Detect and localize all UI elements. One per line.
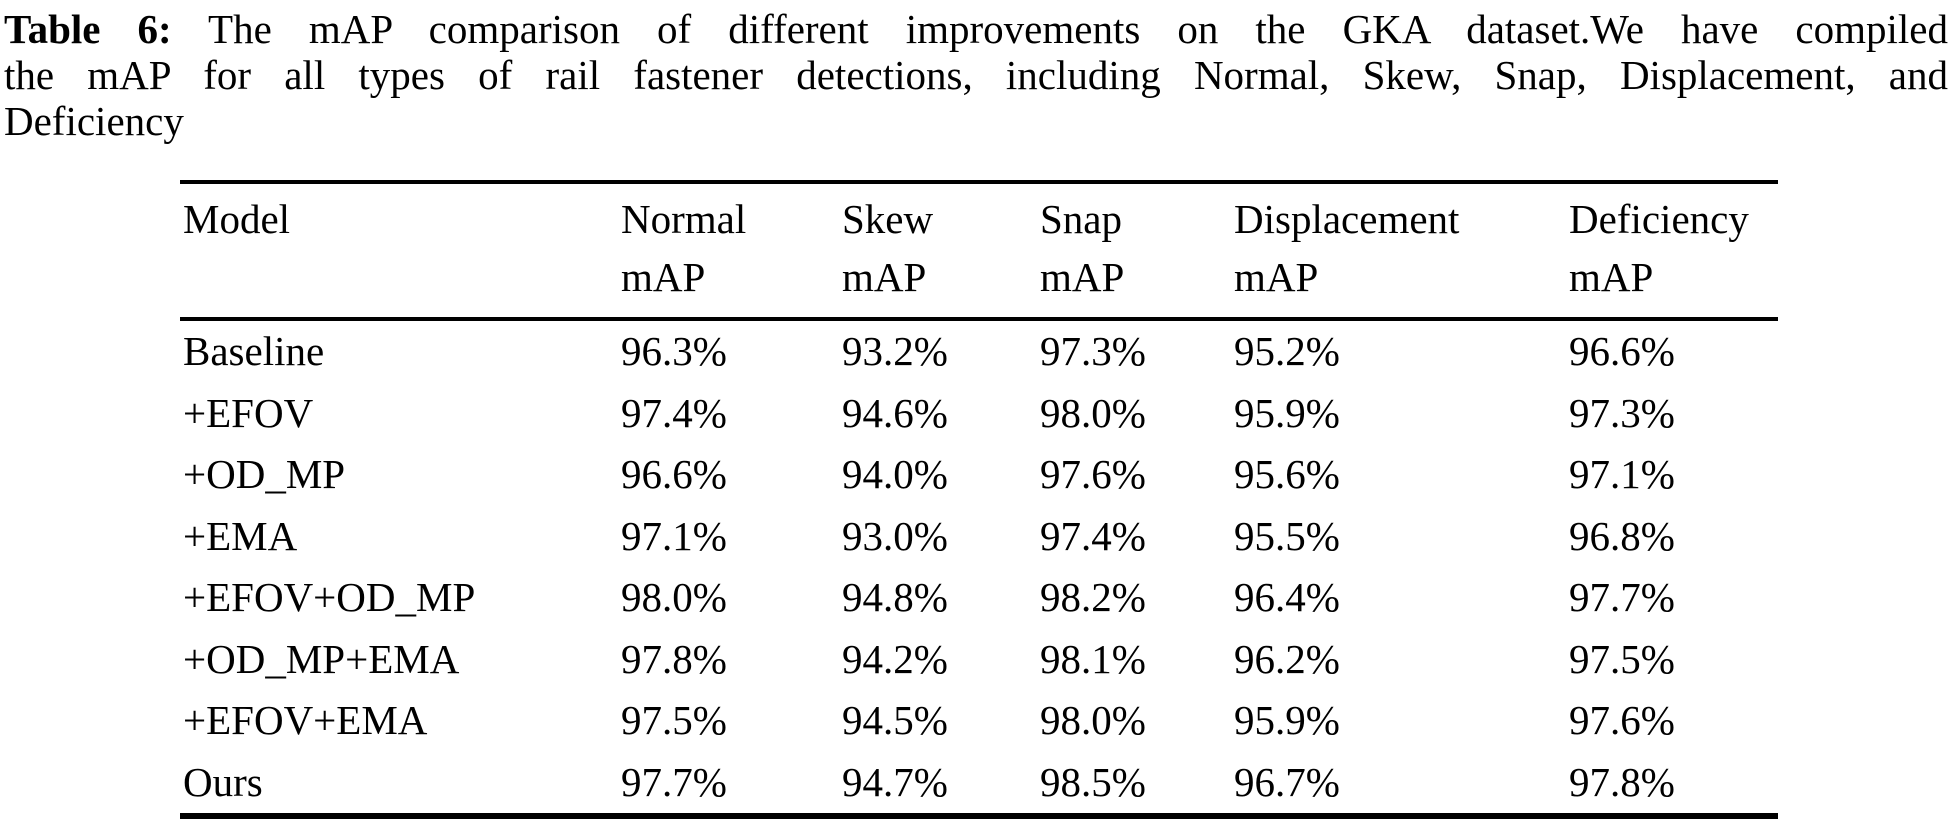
caption-line-1-text: The mAP comparison of different improvem… [208, 6, 1948, 52]
map-value-cell: 95.5% [1234, 512, 1340, 559]
map-value-cell: 98.0% [621, 574, 727, 620]
map-value-cell: 94.5% [842, 697, 948, 743]
map-value-cell: 95.6% [1234, 451, 1340, 497]
map-value-cell: 97.3% [1569, 389, 1675, 436]
header-row: Model Normal mAP Skew mAP Snap mAP Displ… [180, 182, 1778, 319]
caption-line-1: Table 6: The mAP comparison of different… [4, 6, 1948, 52]
table-row: +EMA 97.1% 93.0% 97.4% 95.5% 96.8% [180, 506, 1778, 568]
column-header-model: Model [180, 182, 621, 319]
map-value-cell: 97.4% [621, 389, 727, 436]
column-subtitle: mAP [621, 254, 706, 300]
column-title: Normal [621, 196, 747, 242]
column-title: Snap [1040, 196, 1122, 242]
map-value-cell: 97.7% [621, 758, 727, 805]
map-value-cell: 97.7% [1569, 574, 1675, 620]
column-header-skew-map: Skew mAP [842, 182, 1040, 319]
map-value-cell: 97.6% [1569, 697, 1675, 743]
column-header-snap-map: Snap mAP [1040, 182, 1234, 319]
table-row: Baseline 96.3% 93.2% 97.3% 95.2% 96.6% [180, 319, 1778, 383]
map-value-cell: 97.8% [1569, 758, 1675, 805]
map-value-cell: 96.8% [1569, 512, 1675, 559]
map-value-cell: 96.3% [621, 328, 727, 374]
map-value-cell: 98.1% [1040, 635, 1146, 682]
column-subtitle: mAP [1234, 254, 1319, 300]
caption-line-2: the mAP for all types of rail fastener d… [4, 52, 1948, 98]
map-value-cell: 97.1% [621, 512, 727, 559]
column-title: Model [183, 196, 291, 242]
model-name-cell: +EFOV+EMA [183, 697, 428, 743]
table-row: +EFOV 97.4% 94.6% 98.0% 95.9% 97.3% [180, 383, 1778, 445]
column-header-normal-map: Normal mAP [621, 182, 842, 319]
table-row: Ours 97.7% 94.7% 98.5% 96.7% 97.8% [180, 752, 1778, 817]
column-header-deficiency-map: Deficiency mAP [1569, 182, 1778, 319]
caption-line-3: Deficiency [4, 98, 184, 144]
map-value-cell: 96.6% [621, 451, 727, 497]
map-value-cell: 98.5% [1040, 758, 1146, 805]
map-value-cell: 96.2% [1234, 635, 1340, 682]
map-value-cell: 94.2% [842, 635, 948, 682]
map-value-cell: 97.8% [621, 635, 727, 682]
map-value-cell: 96.6% [1569, 328, 1675, 374]
caption-label: Table 6: [4, 6, 172, 52]
model-name-cell: +OD_MP [183, 451, 346, 497]
map-value-cell: 93.2% [842, 328, 948, 374]
table-row: +EFOV+EMA 97.5% 94.5% 98.0% 95.9% 97.6% [180, 690, 1778, 752]
map-value-cell: 95.2% [1234, 328, 1340, 374]
map-value-cell: 93.0% [842, 512, 948, 559]
map-value-cell: 97.5% [621, 697, 727, 743]
map-value-cell: 95.9% [1234, 697, 1340, 743]
model-name-cell: +EMA [183, 512, 298, 559]
map-value-cell: 95.9% [1234, 389, 1340, 436]
table-row: +OD_MP+EMA 97.8% 94.2% 98.1% 96.2% 97.5% [180, 629, 1778, 691]
map-value-cell: 96.4% [1234, 574, 1340, 620]
map-value-cell: 97.4% [1040, 512, 1146, 559]
map-value-cell: 94.6% [842, 389, 948, 436]
model-name-cell: +OD_MP+EMA [183, 635, 460, 682]
table-row: +EFOV+OD_MP 98.0% 94.8% 98.2% 96.4% 97.7… [180, 567, 1778, 629]
column-title: Skew [842, 196, 934, 242]
model-name-cell: +EFOV [183, 389, 314, 436]
column-header-displacement-map: Displacement mAP [1234, 182, 1569, 319]
map-value-cell: 98.0% [1040, 389, 1146, 436]
table-row: +OD_MP 96.6% 94.0% 97.6% 95.6% 97.1% [180, 444, 1778, 506]
map-comparison-table: Model Normal mAP Skew mAP Snap mAP Displ… [180, 180, 1778, 819]
model-name-cell: Baseline [183, 328, 325, 374]
map-value-cell: 96.7% [1234, 758, 1340, 805]
column-subtitle: mAP [842, 254, 927, 300]
map-value-cell: 94.8% [842, 574, 948, 620]
table-caption: Table 6: The mAP comparison of different… [4, 6, 1948, 144]
column-title: Deficiency [1569, 196, 1749, 242]
column-subtitle: mAP [1569, 254, 1654, 300]
model-name-cell: +EFOV+OD_MP [183, 574, 476, 620]
map-value-cell: 94.7% [842, 758, 948, 805]
column-subtitle: mAP [1040, 254, 1125, 300]
map-value-cell: 97.6% [1040, 451, 1146, 497]
map-value-cell: 98.2% [1040, 574, 1146, 620]
model-name-cell: Ours [183, 758, 263, 805]
column-title: Displacement [1234, 196, 1460, 242]
map-value-cell: 97.3% [1040, 328, 1146, 374]
table-body: Baseline 96.3% 93.2% 97.3% 95.2% 96.6% +… [180, 319, 1778, 816]
map-value-cell: 97.1% [1569, 451, 1675, 497]
map-value-cell: 98.0% [1040, 697, 1146, 743]
map-value-cell: 97.5% [1569, 635, 1675, 682]
table-header: Model Normal mAP Skew mAP Snap mAP Displ… [180, 182, 1778, 319]
map-value-cell: 94.0% [842, 451, 948, 497]
